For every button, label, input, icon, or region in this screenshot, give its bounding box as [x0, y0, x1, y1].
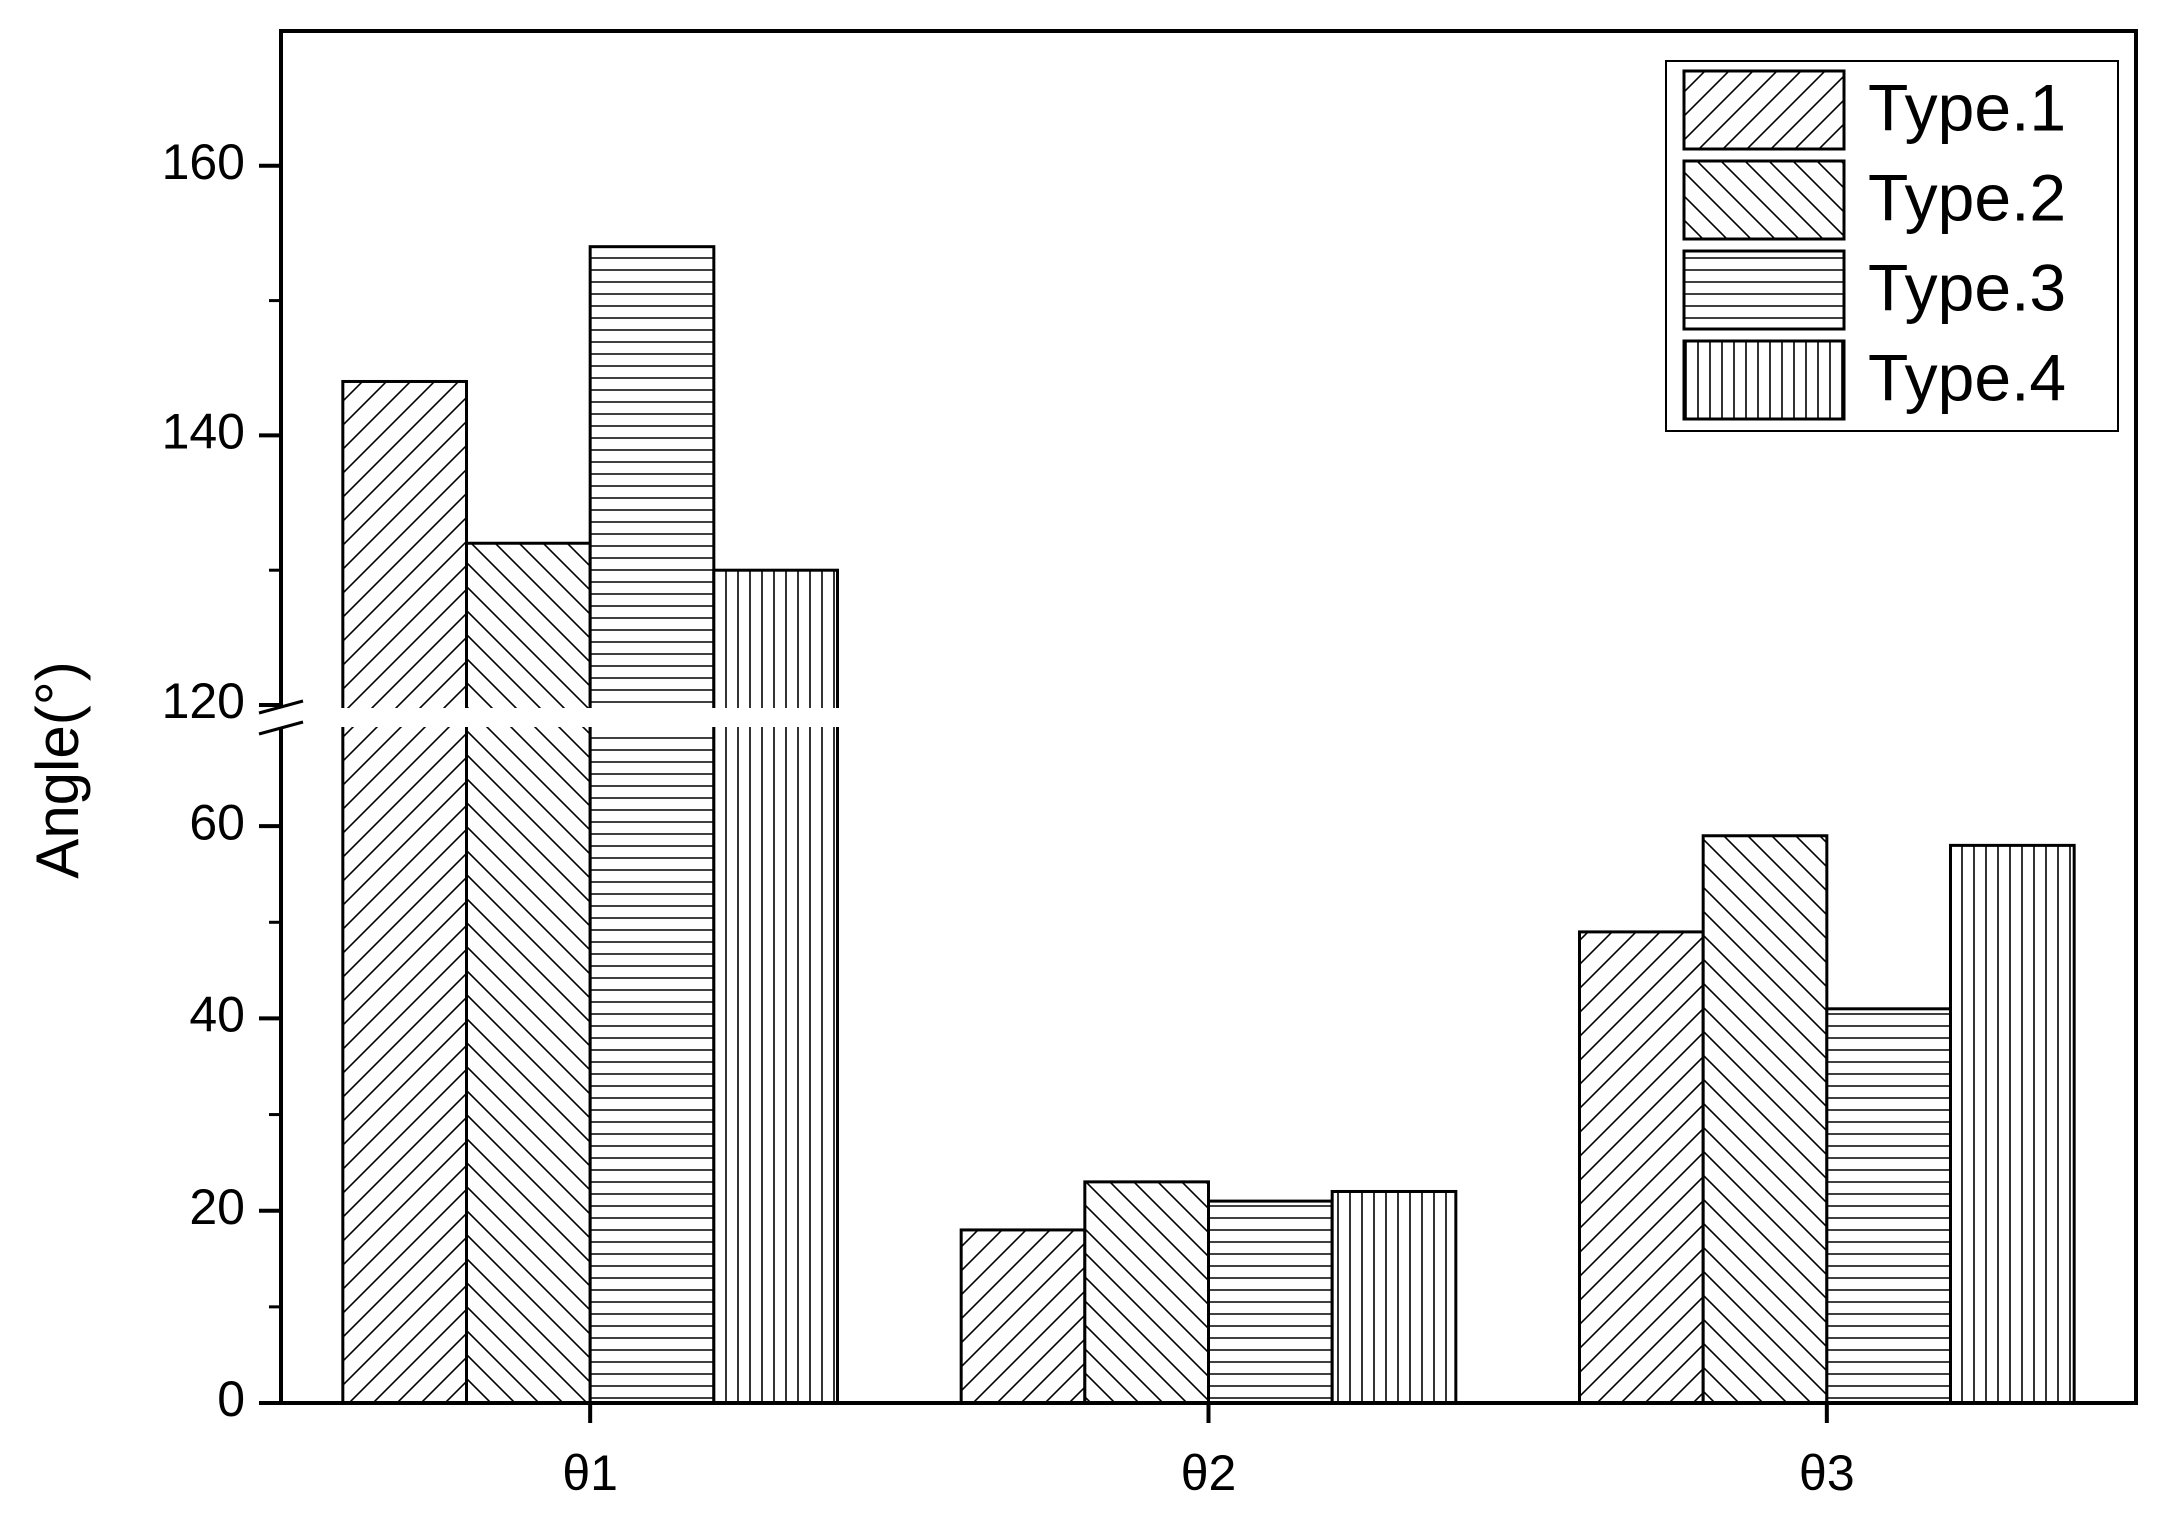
y-tick-label: 20: [189, 1179, 245, 1235]
x-tick-label: θ1: [562, 1445, 618, 1501]
bar: [1825, 1007, 1953, 1405]
bar: [1083, 1180, 1211, 1405]
legend-label: Type.1: [1868, 70, 2066, 144]
legend-swatch: [1682, 249, 1846, 331]
axis-break-mark: [258, 720, 304, 736]
x-tick-label: θ2: [1181, 1445, 1237, 1501]
legend-label: Type.2: [1868, 160, 2066, 234]
bar: [465, 541, 592, 1405]
legend-swatch: [1682, 159, 1846, 241]
bar: [588, 245, 716, 1405]
legend-label: Type.4: [1868, 340, 2066, 414]
y-tick-label: 140: [162, 404, 245, 460]
axis-break-gap: [284, 708, 2133, 727]
bar: [712, 568, 839, 1405]
bar: [341, 379, 469, 1405]
y-tick-label: 40: [189, 987, 245, 1043]
y-axis-label: Angle(°): [24, 661, 91, 878]
bar: [1578, 930, 1705, 1405]
bar: [959, 1228, 1087, 1405]
legend-swatch: [1682, 69, 1846, 151]
bar: [1949, 843, 2076, 1405]
y-tick-label: 160: [162, 134, 245, 190]
bar: [1701, 834, 1829, 1405]
y-tick-label: 60: [189, 794, 245, 850]
bar: [1207, 1199, 1334, 1405]
legend-label: Type.3: [1868, 250, 2066, 324]
bar: [1330, 1189, 1458, 1405]
y-tick-label: 0: [217, 1371, 245, 1427]
x-tick-label: θ3: [1799, 1445, 1855, 1501]
y-tick-label: 120: [162, 673, 245, 729]
axis-break-gap: [277, 708, 285, 727]
legend-swatch: [1682, 339, 1846, 421]
